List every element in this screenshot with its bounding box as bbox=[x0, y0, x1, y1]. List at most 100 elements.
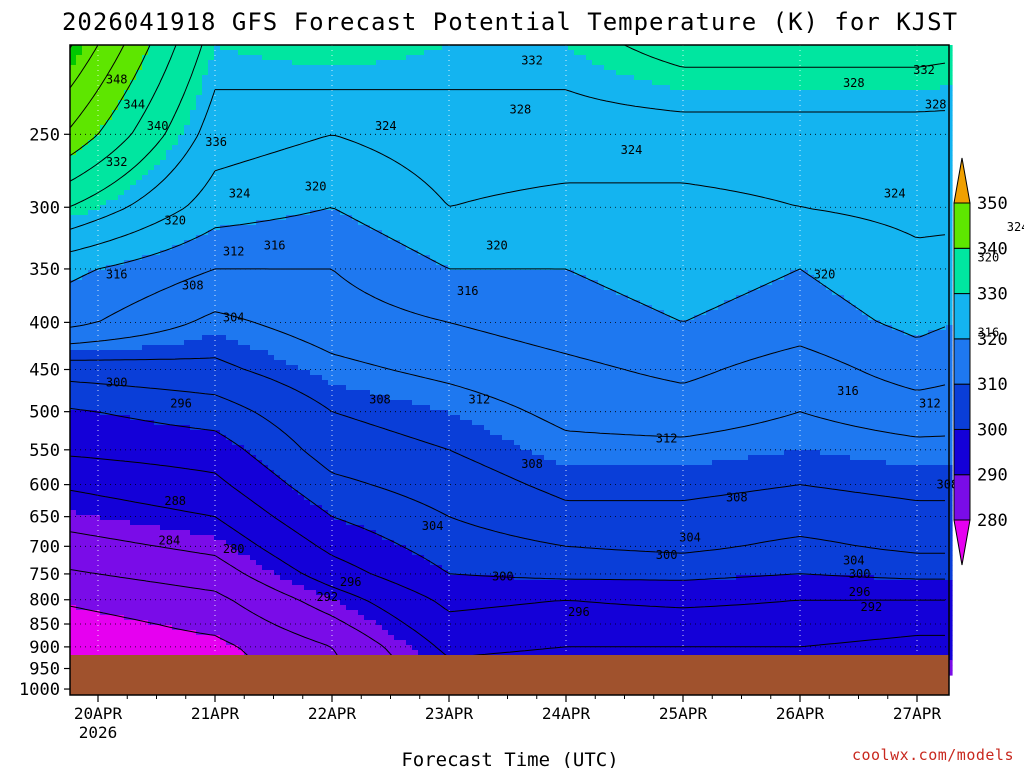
theta-cell bbox=[448, 105, 455, 111]
theta-cell bbox=[604, 205, 611, 211]
theta-cell bbox=[412, 115, 419, 121]
theta-cell bbox=[574, 170, 581, 176]
theta-cell bbox=[550, 140, 557, 146]
theta-cell bbox=[172, 160, 179, 166]
theta-cell bbox=[592, 175, 599, 181]
theta-cell bbox=[418, 115, 425, 121]
theta-cell bbox=[610, 130, 617, 136]
theta-cell bbox=[358, 160, 365, 166]
theta-cell bbox=[70, 160, 77, 166]
theta-cell bbox=[754, 210, 761, 216]
theta-cell bbox=[250, 140, 257, 146]
theta-cell bbox=[442, 195, 449, 201]
theta-cell bbox=[460, 210, 467, 216]
theta-cell bbox=[802, 145, 809, 151]
theta-cell bbox=[322, 120, 329, 126]
theta-cell bbox=[220, 135, 227, 141]
theta-cell bbox=[76, 110, 83, 116]
theta-cell bbox=[784, 45, 791, 51]
theta-cell bbox=[124, 195, 131, 201]
theta-cell bbox=[142, 200, 149, 206]
theta-cell bbox=[592, 165, 599, 171]
theta-cell bbox=[370, 70, 377, 76]
theta-cell bbox=[220, 65, 227, 71]
theta-cell bbox=[700, 90, 707, 96]
theta-cell bbox=[730, 120, 737, 126]
theta-cell bbox=[874, 170, 881, 176]
theta-cell bbox=[244, 105, 251, 111]
theta-cell bbox=[94, 50, 101, 56]
theta-cell bbox=[328, 210, 335, 216]
theta-cell bbox=[466, 155, 473, 161]
theta-cell bbox=[490, 65, 497, 71]
theta-cell bbox=[280, 140, 287, 146]
theta-cell bbox=[232, 125, 239, 131]
theta-cell bbox=[616, 50, 623, 56]
theta-cell bbox=[670, 125, 677, 131]
theta-cell bbox=[586, 65, 593, 71]
theta-cell bbox=[622, 125, 629, 131]
theta-cell bbox=[700, 185, 707, 191]
theta-cell bbox=[196, 100, 203, 106]
theta-cell bbox=[670, 75, 677, 81]
theta-cell bbox=[898, 185, 905, 191]
theta-cell bbox=[448, 75, 455, 81]
theta-cell bbox=[724, 205, 731, 211]
theta-cell bbox=[688, 55, 695, 61]
theta-cell bbox=[934, 50, 941, 56]
theta-cell bbox=[850, 120, 857, 126]
theta-cell bbox=[490, 175, 497, 181]
theta-cell bbox=[814, 165, 821, 171]
theta-cell bbox=[214, 95, 221, 101]
theta-cell bbox=[298, 115, 305, 121]
theta-cell bbox=[436, 130, 443, 136]
theta-cell bbox=[376, 90, 383, 96]
theta-cell bbox=[544, 205, 551, 211]
theta-cell bbox=[862, 120, 869, 126]
theta-cell bbox=[658, 190, 665, 196]
theta-cell bbox=[826, 140, 833, 146]
theta-cell bbox=[856, 190, 863, 196]
theta-cell bbox=[598, 100, 605, 106]
theta-cell bbox=[940, 160, 947, 166]
theta-cell bbox=[886, 90, 893, 96]
theta-cell bbox=[814, 170, 821, 176]
theta-cell bbox=[352, 195, 359, 201]
theta-cell bbox=[322, 185, 329, 191]
theta-cell bbox=[346, 200, 353, 206]
theta-cell bbox=[598, 110, 605, 116]
theta-cell bbox=[148, 140, 155, 146]
theta-cell bbox=[862, 55, 869, 61]
theta-cell bbox=[286, 45, 293, 51]
theta-cell bbox=[286, 150, 293, 156]
theta-cell bbox=[646, 100, 653, 106]
theta-cell bbox=[400, 115, 407, 121]
theta-cell bbox=[826, 75, 833, 81]
theta-cell bbox=[508, 165, 515, 171]
theta-cell bbox=[100, 60, 107, 66]
theta-cell bbox=[106, 80, 113, 86]
theta-cell bbox=[754, 125, 761, 131]
theta-cell bbox=[184, 90, 191, 96]
theta-cell bbox=[904, 100, 911, 106]
theta-cell bbox=[610, 140, 617, 146]
theta-cell bbox=[304, 125, 311, 131]
theta-cell bbox=[688, 105, 695, 111]
theta-cell bbox=[916, 170, 923, 176]
theta-cell bbox=[478, 95, 485, 101]
theta-cell bbox=[772, 105, 779, 111]
theta-cell bbox=[382, 130, 389, 136]
theta-cell bbox=[364, 45, 371, 51]
theta-cell bbox=[904, 165, 911, 171]
theta-cell bbox=[106, 120, 113, 126]
theta-cell bbox=[268, 155, 275, 161]
theta-cell bbox=[934, 180, 941, 186]
theta-cell bbox=[664, 85, 671, 91]
theta-cell bbox=[148, 150, 155, 156]
theta-cell bbox=[634, 145, 641, 151]
theta-cell bbox=[694, 135, 701, 141]
theta-cell bbox=[472, 175, 479, 181]
theta-cell bbox=[556, 105, 563, 111]
theta-cell bbox=[514, 150, 521, 156]
theta-cell bbox=[124, 210, 131, 216]
